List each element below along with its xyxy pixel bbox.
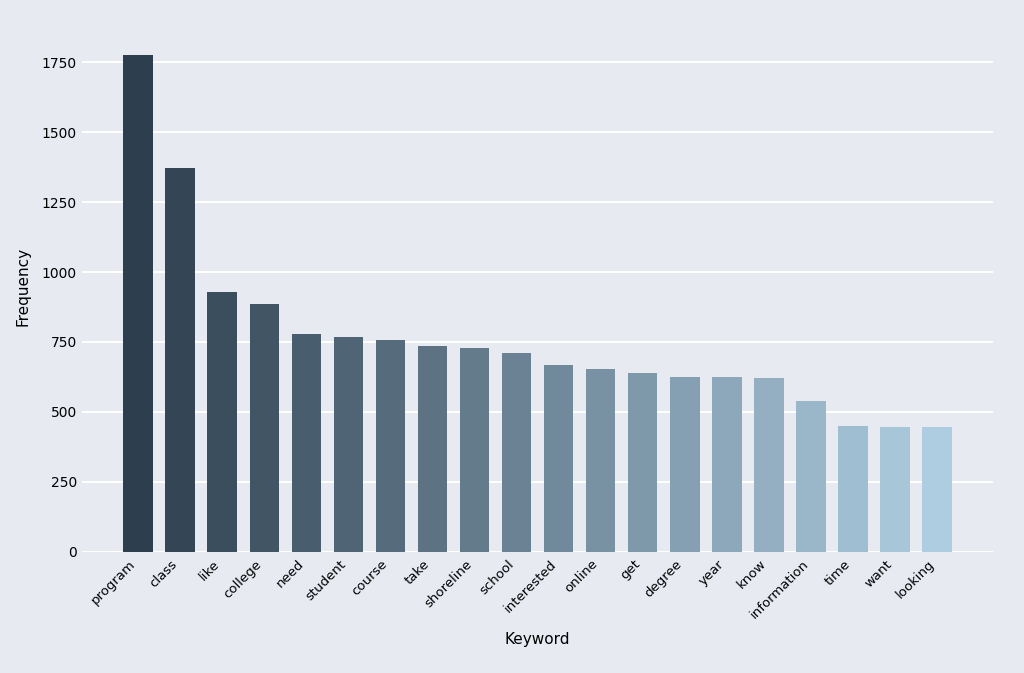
Bar bbox=[208, 291, 237, 552]
Bar bbox=[755, 378, 783, 552]
Bar bbox=[123, 55, 153, 552]
Bar bbox=[670, 377, 699, 552]
X-axis label: Keyword: Keyword bbox=[505, 632, 570, 647]
Bar bbox=[839, 426, 867, 552]
Bar bbox=[586, 369, 615, 552]
Bar bbox=[460, 348, 489, 552]
Bar bbox=[376, 340, 406, 552]
Y-axis label: Frequency: Frequency bbox=[15, 246, 31, 326]
Bar bbox=[334, 337, 364, 552]
Bar bbox=[628, 373, 657, 552]
Bar bbox=[292, 334, 321, 552]
Bar bbox=[544, 365, 573, 552]
Bar bbox=[923, 427, 952, 552]
Bar bbox=[881, 427, 909, 552]
Bar bbox=[712, 377, 741, 552]
Bar bbox=[166, 168, 195, 552]
Bar bbox=[502, 353, 531, 552]
Bar bbox=[418, 346, 447, 552]
Bar bbox=[797, 400, 825, 552]
Bar bbox=[250, 304, 279, 552]
